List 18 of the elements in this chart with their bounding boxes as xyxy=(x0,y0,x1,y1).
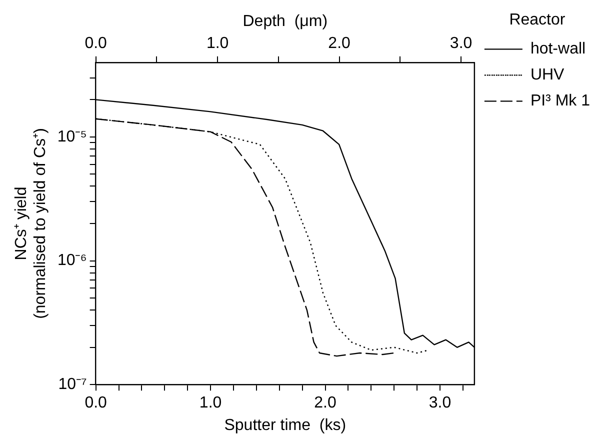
legend-title: Reactor xyxy=(509,11,566,28)
y-tick-label: 10⁻⁵ xyxy=(57,128,87,146)
x2-tick-label: 2.0 xyxy=(328,35,351,52)
x2-tick-label: 0.0 xyxy=(84,35,108,52)
x2-axis-title: Depth (μm) xyxy=(242,13,328,30)
x-axis-title: Sputter time (ks) xyxy=(224,416,346,434)
x2-tick-label: 3.0 xyxy=(450,35,472,52)
x-tick-label: 3.0 xyxy=(428,394,452,412)
legend-label: hot-wall xyxy=(530,40,586,58)
x2-tick-label: 1.0 xyxy=(206,35,229,52)
x-tick-label: 0.0 xyxy=(84,394,108,412)
y-axis-title: NCs⁺ yield (normalised to yield of Cs⁺) xyxy=(13,128,50,319)
x-tick-label: 1.0 xyxy=(199,394,222,412)
y-tick-label: 10⁻⁷ xyxy=(58,376,88,394)
y-tick-label: 10⁻⁶ xyxy=(57,252,87,270)
legend-label: PI³ Mk 1 xyxy=(530,92,590,110)
x-tick-label: 2.0 xyxy=(314,394,337,412)
legend-label: UHV xyxy=(530,66,565,84)
